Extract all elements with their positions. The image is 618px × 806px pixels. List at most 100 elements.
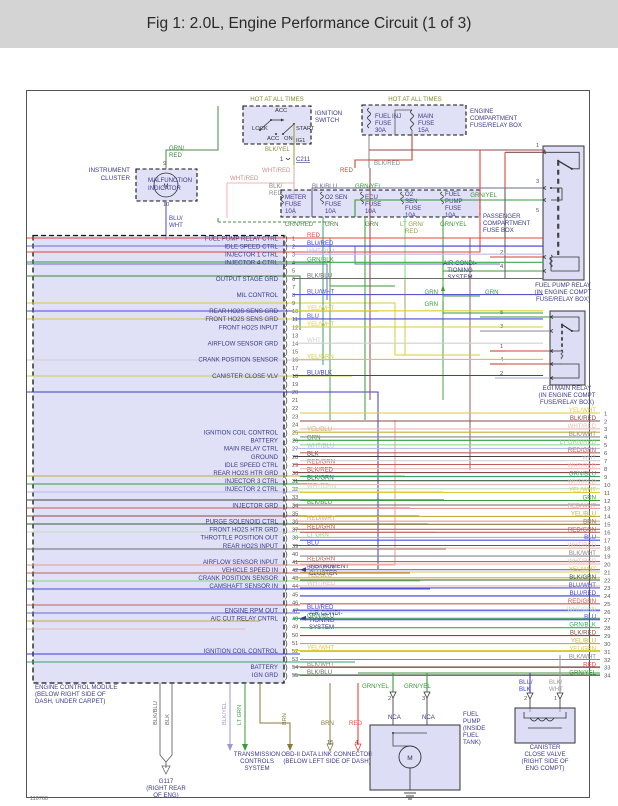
svg-text:35: 35 bbox=[292, 511, 298, 517]
svg-text:YEL/BLU: YEL/BLU bbox=[571, 638, 596, 645]
svg-text:INJECTOR 2 CTRL: INJECTOR 2 CTRL bbox=[225, 486, 279, 493]
svg-text:43: 43 bbox=[292, 576, 298, 582]
svg-text:WHT/RED: WHT/RED bbox=[262, 167, 291, 174]
svg-text:2: 2 bbox=[524, 696, 527, 702]
svg-text:BLU/RED: BLU/RED bbox=[307, 240, 334, 247]
svg-text:RED: RED bbox=[307, 232, 320, 239]
svg-text:48: 48 bbox=[292, 617, 298, 623]
svg-text:OUTPUT STAGE GRD: OUTPUT STAGE GRD bbox=[216, 276, 279, 283]
svg-text:11: 11 bbox=[292, 317, 298, 323]
svg-text:BLK/RED: BLK/RED bbox=[374, 160, 401, 167]
svg-text:WHT/RED: WHT/RED bbox=[568, 479, 597, 486]
svg-text:BLU: BLU bbox=[584, 614, 596, 621]
svg-text:2: 2 bbox=[292, 244, 295, 250]
svg-text:GRN/BLU: GRN/BLU bbox=[569, 471, 596, 478]
svg-text:4: 4 bbox=[604, 435, 608, 441]
svg-text:CLUSTER: CLUSTER bbox=[101, 175, 131, 182]
svg-text:33: 33 bbox=[292, 495, 298, 501]
svg-text:CLOSE VALVE: CLOSE VALVE bbox=[524, 751, 565, 758]
svg-text:RED/GRN: RED/GRN bbox=[307, 459, 335, 466]
svg-text:MALFUNCTION: MALFUNCTION bbox=[148, 177, 192, 184]
svg-text:FUEL: FUEL bbox=[445, 191, 461, 198]
svg-text:SWITCH: SWITCH bbox=[315, 117, 339, 124]
svg-text:10A: 10A bbox=[285, 208, 297, 215]
svg-text:WHT/RED: WHT/RED bbox=[568, 542, 597, 549]
svg-text:YEL/WHT: YEL/WHT bbox=[307, 645, 334, 652]
svg-text:7: 7 bbox=[292, 285, 295, 291]
svg-text:28: 28 bbox=[292, 455, 298, 461]
svg-text:FUEL: FUEL bbox=[463, 711, 479, 718]
svg-text:MIL CONTROL: MIL CONTROL bbox=[237, 292, 279, 299]
svg-text:YEL/WHT: YEL/WHT bbox=[307, 321, 334, 328]
svg-text:): ) bbox=[285, 671, 288, 680]
svg-text:GRN/YEL: GRN/YEL bbox=[470, 192, 497, 199]
svg-text:15: 15 bbox=[292, 350, 298, 356]
svg-text:ENGINE: ENGINE bbox=[470, 108, 493, 115]
svg-text:21: 21 bbox=[604, 570, 610, 576]
svg-text:BLK/WHT: BLK/WHT bbox=[569, 550, 596, 557]
svg-text:GRN: GRN bbox=[325, 221, 339, 228]
svg-text:18: 18 bbox=[292, 374, 298, 380]
svg-text:LT GRN/RED: LT GRN/RED bbox=[560, 439, 597, 446]
svg-text:2: 2 bbox=[500, 371, 503, 377]
svg-text:LT GRN: LT GRN bbox=[237, 705, 243, 725]
svg-text:RED: RED bbox=[583, 661, 596, 668]
svg-text:GRN/YEL: GRN/YEL bbox=[440, 221, 467, 228]
svg-text:RED: RED bbox=[169, 152, 182, 159]
svg-text:NCA: NCA bbox=[422, 714, 436, 721]
svg-text:BLU/WHT: BLU/WHT bbox=[569, 582, 597, 589]
svg-text:BLK/RED: BLK/RED bbox=[570, 415, 597, 422]
svg-text:8: 8 bbox=[292, 293, 295, 299]
svg-text:GRN/BLK: GRN/BLK bbox=[569, 622, 596, 629]
svg-text:30A: 30A bbox=[375, 127, 387, 134]
svg-text:6: 6 bbox=[604, 451, 607, 457]
svg-text:MAIN RELAY CTRL: MAIN RELAY CTRL bbox=[224, 446, 279, 453]
svg-text:22: 22 bbox=[604, 578, 610, 584]
svg-text:OBD-II DATA LINK CONNECTOR: OBD-II DATA LINK CONNECTOR bbox=[281, 751, 373, 758]
svg-text:24: 24 bbox=[292, 422, 298, 428]
svg-text:LT GRN/: LT GRN/ bbox=[400, 221, 424, 228]
svg-text:FUSE: FUSE bbox=[325, 201, 341, 208]
svg-text:BLU/RED: BLU/RED bbox=[570, 590, 597, 597]
svg-text:GRN: GRN bbox=[582, 495, 596, 502]
svg-text:IGNITION COIL CONTROL: IGNITION COIL CONTROL bbox=[204, 648, 279, 655]
svg-text:20: 20 bbox=[604, 562, 610, 568]
svg-text:6: 6 bbox=[292, 277, 295, 283]
svg-text:CLUSTER: CLUSTER bbox=[309, 570, 338, 577]
svg-text:33: 33 bbox=[604, 666, 610, 672]
svg-text:34: 34 bbox=[292, 503, 298, 509]
svg-text:FUSE: FUSE bbox=[418, 120, 434, 127]
svg-text:AIR CONDI-: AIR CONDI- bbox=[443, 260, 477, 267]
svg-text:FRONT HO2S HTR GRD: FRONT HO2S HTR GRD bbox=[209, 527, 278, 534]
svg-text:O2 SEN: O2 SEN bbox=[325, 194, 347, 201]
svg-text:YEL/BLU: YEL/BLU bbox=[571, 510, 596, 517]
svg-text:(RIGHT SIDE OF: (RIGHT SIDE OF bbox=[522, 758, 569, 765]
svg-text:19: 19 bbox=[292, 382, 298, 388]
svg-text:PASSENGER: PASSENGER bbox=[483, 213, 521, 220]
svg-text:51: 51 bbox=[292, 641, 298, 647]
svg-text:FRONT HO2S SENS GRD: FRONT HO2S SENS GRD bbox=[205, 316, 278, 323]
svg-text:FUEL INJ: FUEL INJ bbox=[375, 113, 401, 120]
svg-text:44: 44 bbox=[292, 584, 298, 590]
svg-text:FRONT HO2S INPUT: FRONT HO2S INPUT bbox=[219, 324, 278, 331]
svg-text:COMPARTMENT: COMPARTMENT bbox=[483, 220, 530, 227]
svg-text:42: 42 bbox=[292, 568, 298, 574]
svg-text:IGN GRD: IGN GRD bbox=[252, 672, 279, 679]
svg-text:ACC: ACC bbox=[267, 136, 279, 142]
svg-text:1: 1 bbox=[536, 143, 539, 149]
svg-text:GRN: GRN bbox=[307, 434, 321, 441]
svg-text:FUEL PUMP RELAY: FUEL PUMP RELAY bbox=[535, 282, 591, 289]
svg-text:25: 25 bbox=[604, 602, 610, 608]
svg-text:GRN/YEL: GRN/YEL bbox=[362, 683, 389, 690]
svg-text:O2: O2 bbox=[405, 191, 414, 198]
svg-text:41: 41 bbox=[292, 560, 298, 566]
svg-text:32: 32 bbox=[604, 658, 610, 664]
svg-text:52: 52 bbox=[292, 649, 298, 655]
svg-text:GRN/RED: GRN/RED bbox=[285, 221, 314, 228]
svg-text:55: 55 bbox=[292, 673, 298, 679]
svg-text:TIONING: TIONING bbox=[447, 267, 473, 274]
svg-text:50: 50 bbox=[292, 633, 298, 639]
svg-text:TANK): TANK) bbox=[463, 739, 481, 746]
svg-text:BLU: BLU bbox=[584, 534, 596, 541]
svg-text:GRN/: GRN/ bbox=[169, 145, 185, 152]
